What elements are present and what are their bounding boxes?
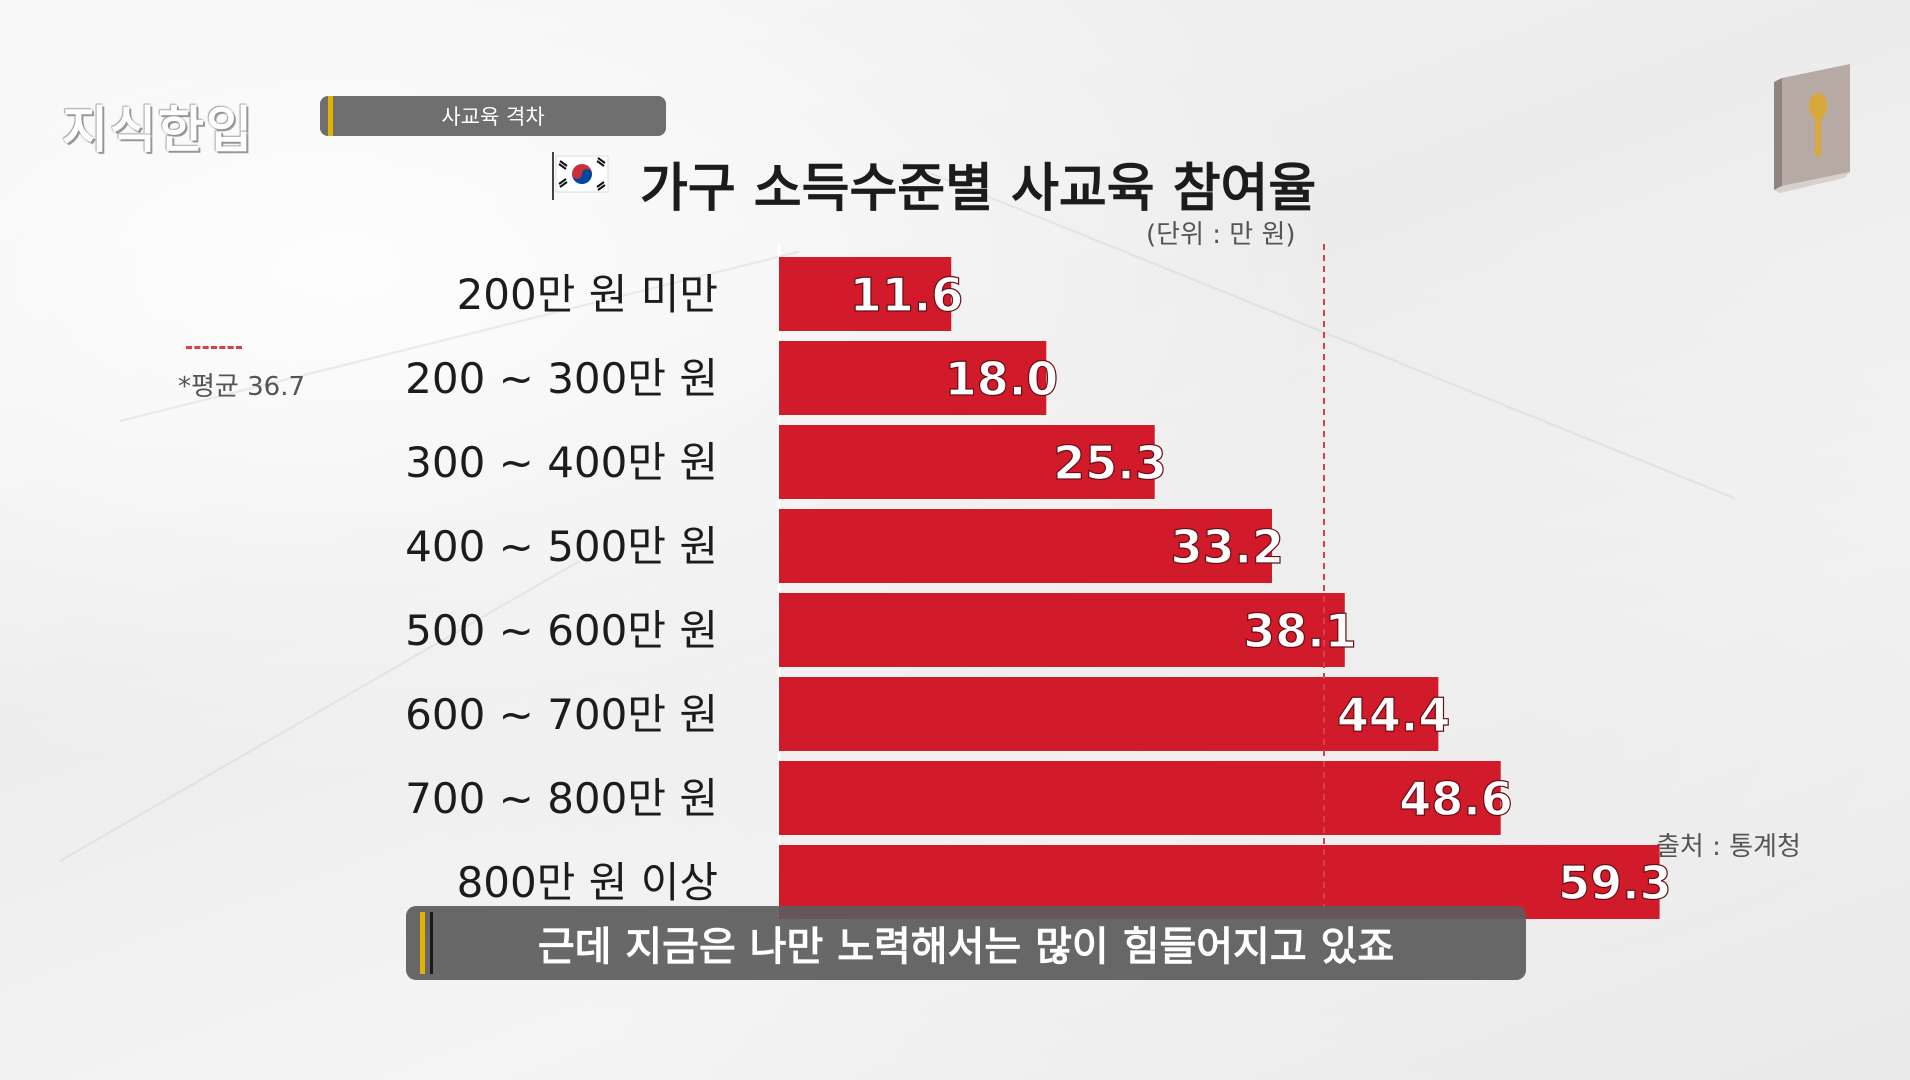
category-label: 300 ~ 400만 원 xyxy=(405,438,718,487)
category-label: 600 ~ 700만 원 xyxy=(405,690,718,739)
value-label: 18.0 xyxy=(945,352,1059,406)
value-label: 44.4 xyxy=(1337,688,1451,742)
value-label: 38.1 xyxy=(1243,604,1357,658)
value-label: 59.3 xyxy=(1558,856,1672,910)
value-label: 25.3 xyxy=(1053,436,1167,490)
caption-text: 근데 지금은 나만 노력해서는 많이 힘들어지고 있죠 xyxy=(537,924,1395,970)
category-label: 700 ~ 800만 원 xyxy=(405,774,718,823)
category-label: 500 ~ 600만 원 xyxy=(405,606,718,655)
value-label: 11.6 xyxy=(850,268,964,322)
value-label: 48.6 xyxy=(1399,772,1513,826)
caption-bar: 근데 지금은 나만 노력해서는 많이 힘들어지고 있죠 xyxy=(406,906,1526,980)
chart-title: 가구 소득수준별 사교육 참여율 xyxy=(640,159,1317,219)
average-legend-dash xyxy=(186,346,242,349)
topic-tag-stripe xyxy=(328,96,333,136)
bar xyxy=(779,341,1047,415)
category-label: 800만 원 이상 xyxy=(457,858,718,907)
paper-crease xyxy=(59,560,581,862)
value-label: 33.2 xyxy=(1171,520,1285,574)
bar xyxy=(779,257,952,331)
category-label: 400 ~ 500만 원 xyxy=(405,522,718,571)
bar xyxy=(779,425,1155,499)
south-korea-flag-icon xyxy=(552,152,609,200)
average-legend-label: *평균 36.7 xyxy=(178,372,305,402)
caption-accent-black xyxy=(430,912,433,974)
unit-label: (단위 : 만 원) xyxy=(1146,220,1296,250)
book-spoon-icon xyxy=(1774,64,1850,193)
bar xyxy=(779,761,1501,835)
source-label: 출처 : 통계청 xyxy=(1656,832,1801,862)
bar xyxy=(779,677,1439,751)
bar xyxy=(779,509,1273,583)
category-label: 200만 원 미만 xyxy=(457,270,718,319)
bar xyxy=(779,593,1345,667)
brand-logo: 지식한입 xyxy=(62,101,254,159)
topic-tag: 사교육 격차 xyxy=(320,96,666,136)
caption-accent-yellow xyxy=(420,912,425,974)
topic-tag-label: 사교육 격차 xyxy=(441,105,545,129)
category-label: 200 ~ 300만 원 xyxy=(405,354,718,403)
